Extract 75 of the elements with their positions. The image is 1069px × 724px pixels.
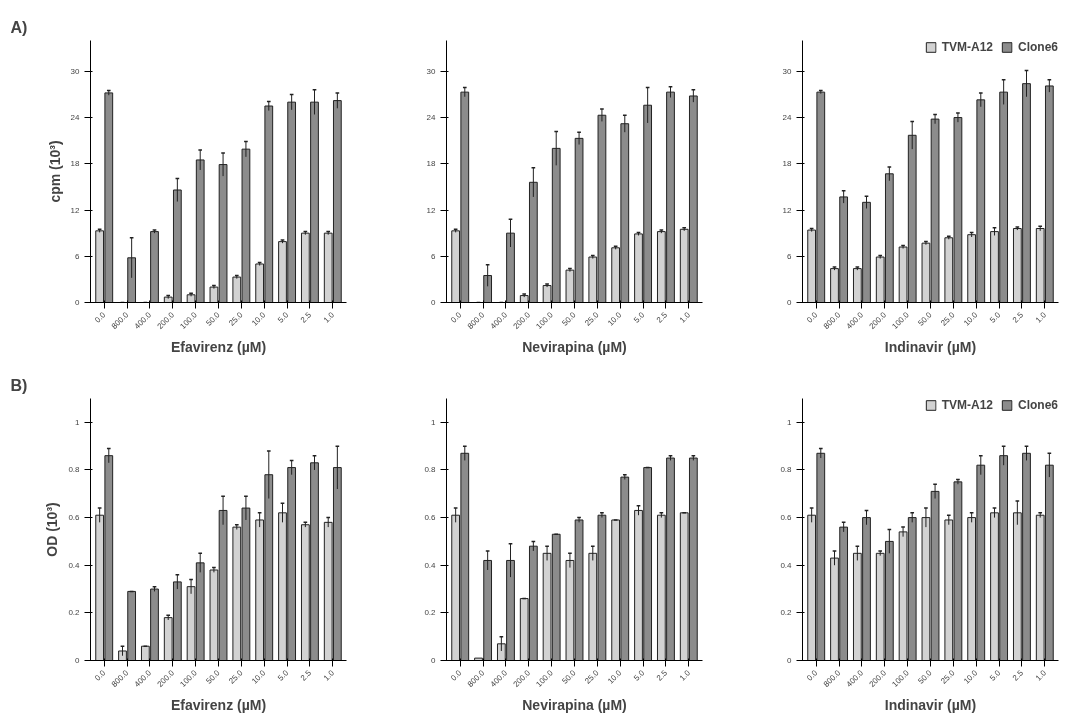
x-axis-title: Nevirapina (µM) [522,697,627,714]
y-tick-label: 0 [787,298,793,307]
bar [150,231,159,303]
x-axis-title: Nevirapina (µM) [522,339,627,356]
x-tick-label: 1.0 [1033,309,1049,325]
x-tick-label: 0.0 [93,309,108,325]
y-tick-label: 6 [431,251,437,261]
y-tick-label: 6 [75,251,81,261]
y-tick-label: 0.8 [424,465,437,475]
y-tick-label: 6 [787,251,793,261]
y-tick-label: 0.4 [68,560,81,570]
y-tick-label: 0 [75,298,81,307]
y-tick-label: 24 [426,113,437,123]
x-tick-label: 5.0 [632,667,647,683]
x-tick-label: 1.0 [677,309,693,325]
legend-label: TVM-A12 [941,398,993,412]
y-tick-label: 0.4 [780,560,793,570]
y-tick-label: 18 [426,159,437,169]
y-tick-label: 0.2 [780,608,793,618]
x-tick-label: 5.0 [632,309,647,325]
x-tick-label: 1.0 [677,667,693,683]
y-tick-label: 0.8 [780,465,793,475]
x-tick-label: 0.0 [449,309,464,325]
y-tick-label: 30 [782,66,793,76]
y-tick-label: 0 [431,298,437,307]
y-tick-label: 12 [426,205,437,215]
x-tick-label: 2.5 [1010,309,1026,325]
y-tick-label: 18 [782,159,793,169]
y-tick-label: 0.2 [68,608,81,618]
y-tick-label: 12 [70,205,81,215]
x-tick-label: 2.5 [298,309,314,325]
y-tick-label: 0.2 [424,608,437,618]
y-axis-title: cpm (10³) [46,140,63,203]
y-tick-label: 1 [75,417,81,427]
y-tick-label: 24 [70,113,81,123]
y-tick-label: 0 [431,656,437,665]
y-tick-label: 0.6 [780,513,793,523]
y-axis-title: OD (10³) [44,502,61,557]
y-tick-label: 0.6 [424,513,437,523]
x-tick-label: 2.5 [1010,667,1026,683]
x-tick-label: 1.0 [321,667,337,683]
x-tick-label: 2.5 [654,309,670,325]
x-tick-label: 2.5 [298,667,314,683]
y-tick-label: 1 [431,417,437,427]
text: B) [10,376,28,394]
x-axis-title: Indinavir (µM) [884,697,977,714]
x-tick-label: 0.0 [93,667,108,683]
y-tick-label: 12 [782,205,793,215]
x-tick-label: 0.0 [805,667,820,683]
legend-label: TVM-A12 [941,40,993,54]
y-tick-label: 1 [787,417,793,427]
y-tick-label: 30 [426,66,437,76]
x-axis-title: Efavirenz (µM) [170,339,267,356]
x-tick-label: 5.0 [988,667,1003,683]
x-tick-label: 5.0 [276,667,291,683]
x-tick-label: 2.5 [654,667,670,683]
y-tick-label: 0.8 [68,465,81,475]
y-tick-label: 0 [787,656,793,665]
y-tick-label: 0.6 [68,513,81,523]
x-tick-label: 5.0 [276,309,291,325]
y-tick-label: 30 [70,66,81,76]
legend-label: Clone6 [1017,398,1058,412]
y-tick-label: 24 [782,113,793,123]
y-tick-label: 0.4 [424,560,437,570]
text: A) [10,18,28,36]
x-axis-title: Efavirenz (µM) [170,697,267,714]
x-tick-label: 1.0 [321,309,337,325]
x-tick-label: 0.0 [449,667,464,683]
y-tick-label: 18 [70,159,81,169]
y-tick-label: 0 [75,656,81,665]
x-tick-label: 1.0 [1033,667,1049,683]
x-tick-label: 5.0 [988,309,1003,325]
legend-label: Clone6 [1017,40,1058,54]
x-axis-title: Indinavir (µM) [884,339,977,356]
x-tick-label: 0.0 [805,309,820,325]
